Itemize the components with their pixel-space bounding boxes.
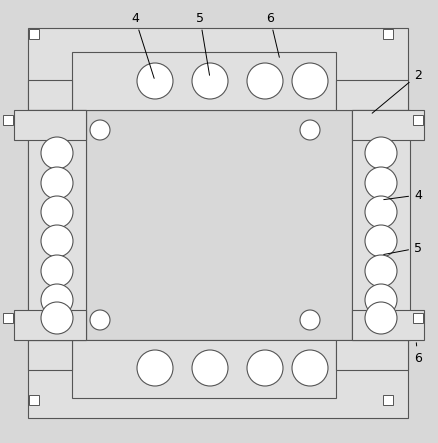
Text: 2: 2 [372,69,422,113]
Circle shape [365,196,397,228]
Bar [352,110,424,140]
Bar [14,310,86,340]
Circle shape [192,350,228,386]
Text: 4: 4 [131,12,154,78]
Circle shape [247,350,283,386]
Bar [383,29,393,39]
Bar [383,395,393,405]
Circle shape [41,284,73,316]
Bar [3,313,13,323]
Text: 5: 5 [384,241,422,254]
Circle shape [90,310,110,330]
Bar [86,110,352,340]
Bar [28,28,408,418]
Bar [28,110,86,340]
Bar [336,340,408,370]
Circle shape [41,137,73,169]
Circle shape [41,255,73,287]
Circle shape [247,63,283,99]
Circle shape [365,255,397,287]
Circle shape [365,284,397,316]
Circle shape [137,350,173,386]
Bar [352,310,424,340]
Circle shape [41,302,73,334]
Circle shape [300,120,320,140]
Bar [3,115,13,125]
Circle shape [292,63,328,99]
Text: 5: 5 [196,12,209,75]
Bar [29,29,39,39]
Circle shape [41,225,73,257]
Bar [413,115,423,125]
Bar [72,52,336,110]
Circle shape [365,302,397,334]
Bar [28,340,72,370]
Bar [28,80,72,110]
Circle shape [41,196,73,228]
Bar [336,80,408,110]
Bar [413,313,423,323]
Text: 6: 6 [414,343,422,365]
Circle shape [300,310,320,330]
Circle shape [137,63,173,99]
Bar [72,340,336,398]
Bar [29,395,39,405]
Bar [352,110,410,340]
Circle shape [292,350,328,386]
Text: 4: 4 [384,189,422,202]
Bar [14,110,86,140]
Circle shape [90,120,110,140]
Circle shape [365,167,397,199]
Text: 6: 6 [266,12,279,57]
Circle shape [365,137,397,169]
Circle shape [365,225,397,257]
Circle shape [192,63,228,99]
Circle shape [41,167,73,199]
